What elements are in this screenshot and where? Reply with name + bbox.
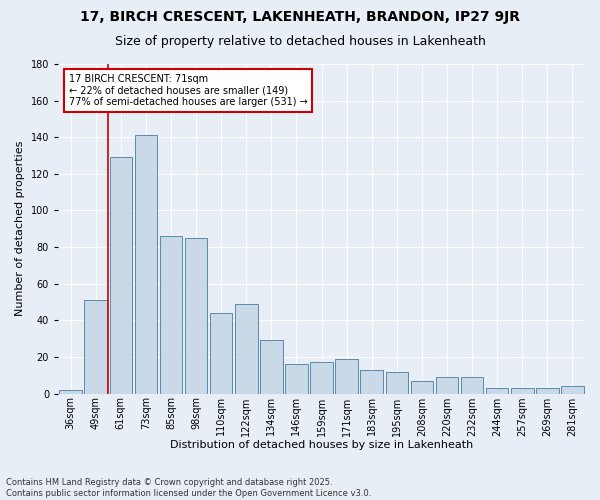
- Text: 17, BIRCH CRESCENT, LAKENHEATH, BRANDON, IP27 9JR: 17, BIRCH CRESCENT, LAKENHEATH, BRANDON,…: [80, 10, 520, 24]
- Bar: [134, 136, 157, 394]
- Bar: [260, 340, 283, 394]
- Bar: [461, 377, 484, 394]
- X-axis label: Distribution of detached houses by size in Lakenheath: Distribution of detached houses by size …: [170, 440, 473, 450]
- Bar: [486, 388, 508, 394]
- Bar: [361, 370, 383, 394]
- Bar: [210, 313, 232, 394]
- Bar: [85, 300, 107, 394]
- Bar: [285, 364, 308, 394]
- Text: 17 BIRCH CRESCENT: 71sqm
← 22% of detached houses are smaller (149)
77% of semi-: 17 BIRCH CRESCENT: 71sqm ← 22% of detach…: [68, 74, 307, 107]
- Bar: [235, 304, 257, 394]
- Bar: [536, 388, 559, 394]
- Bar: [310, 362, 333, 394]
- Bar: [511, 388, 533, 394]
- Bar: [185, 238, 208, 394]
- Bar: [59, 390, 82, 394]
- Text: Size of property relative to detached houses in Lakenheath: Size of property relative to detached ho…: [115, 35, 485, 48]
- Bar: [386, 372, 408, 394]
- Y-axis label: Number of detached properties: Number of detached properties: [15, 141, 25, 316]
- Text: Contains HM Land Registry data © Crown copyright and database right 2025.
Contai: Contains HM Land Registry data © Crown c…: [6, 478, 371, 498]
- Bar: [160, 236, 182, 394]
- Bar: [335, 359, 358, 394]
- Bar: [561, 386, 584, 394]
- Bar: [410, 380, 433, 394]
- Bar: [110, 158, 132, 394]
- Bar: [436, 377, 458, 394]
